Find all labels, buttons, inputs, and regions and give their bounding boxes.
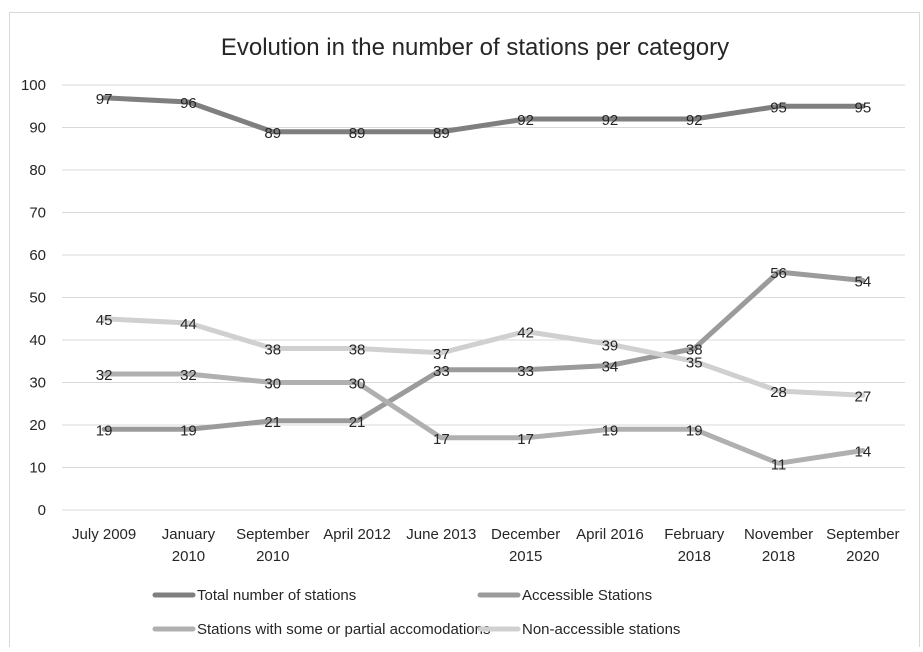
data-label: 97 xyxy=(96,91,113,108)
data-label: 33 xyxy=(433,363,450,380)
data-label: 39 xyxy=(602,337,619,354)
data-label: 21 xyxy=(264,414,281,431)
series-line-2 xyxy=(101,269,866,432)
data-label: 11 xyxy=(771,456,787,473)
series-line-4 xyxy=(101,316,866,398)
data-label: 28 xyxy=(770,384,787,401)
legend-item: Accessible Stations xyxy=(477,587,652,604)
series-lines xyxy=(101,95,866,466)
legend-item: Total number of stations xyxy=(152,587,356,604)
data-label: 33 xyxy=(517,363,534,380)
data-label: 42 xyxy=(517,325,534,342)
y-tick-label: 90 xyxy=(29,120,46,137)
series-line-1 xyxy=(101,95,866,135)
x-tick-label: June 2013 xyxy=(406,526,476,543)
data-label: 38 xyxy=(686,342,703,359)
data-label: 27 xyxy=(855,388,872,405)
chart-border xyxy=(9,12,920,652)
data-label: 96 xyxy=(180,95,197,112)
data-label: 19 xyxy=(96,422,113,439)
x-tick-label: September 2010 xyxy=(236,526,309,565)
legend-label: Non-accessible stations xyxy=(522,621,680,638)
data-label: 54 xyxy=(855,274,872,291)
x-tick-label: April 2016 xyxy=(576,526,644,543)
y-tick-label: 0 xyxy=(38,502,46,519)
y-tick-label: 70 xyxy=(29,205,46,222)
data-label: 44 xyxy=(180,316,197,333)
data-label: 89 xyxy=(349,125,366,142)
data-label: 34 xyxy=(602,359,619,376)
data-label: 95 xyxy=(770,99,787,116)
data-label: 89 xyxy=(264,125,281,142)
x-axis-tick-labels: July 2009 January 2010 September 2010 April 2… xyxy=(72,526,900,565)
y-tick-label: 40 xyxy=(29,332,46,349)
data-label: 35 xyxy=(686,354,703,371)
x-tick-label: December 2015 xyxy=(491,526,560,565)
x-tick-label: January 2010 xyxy=(162,526,216,565)
x-tick-label: April 2012 xyxy=(323,526,391,543)
data-label: 92 xyxy=(602,112,619,129)
y-tick-label: 60 xyxy=(29,247,46,264)
data-label: 32 xyxy=(96,367,113,384)
y-tick-label: 30 xyxy=(29,375,46,392)
data-label: 38 xyxy=(349,342,366,359)
y-tick-label: 20 xyxy=(29,417,46,434)
legend-label: Total number of stations xyxy=(197,587,356,604)
legend-label: Accessible Stations xyxy=(522,587,652,604)
data-label: 95 xyxy=(855,99,872,116)
legend: Total number of stations Accessible Stati… xyxy=(152,587,680,638)
data-label: 89 xyxy=(433,125,450,142)
y-tick-label: 100 xyxy=(21,77,46,94)
gridlines xyxy=(62,84,905,511)
x-tick-label: July 2009 xyxy=(72,526,136,543)
data-label: 19 xyxy=(180,422,197,439)
data-label: 30 xyxy=(349,376,366,393)
data-label: 30 xyxy=(264,376,281,393)
series-line-3 xyxy=(101,371,866,466)
data-label: 37 xyxy=(433,346,450,363)
data-label: 38 xyxy=(264,342,281,359)
x-tick-label: September 2020 xyxy=(826,526,899,565)
data-label: 92 xyxy=(686,112,703,129)
data-label: 45 xyxy=(96,312,113,329)
y-axis-tick-labels: 0 10 20 30 40 50 60 70 80 90 100 xyxy=(21,77,46,519)
data-label: 19 xyxy=(686,422,703,439)
chart-title: Evolution in the number of stations per … xyxy=(221,34,729,61)
data-label: 21 xyxy=(349,414,366,431)
data-label: 32 xyxy=(180,367,197,384)
data-label: 92 xyxy=(517,112,534,129)
legend-label: Stations with some or partial accomodati… xyxy=(197,621,490,638)
data-label: 14 xyxy=(855,444,872,461)
y-tick-label: 50 xyxy=(29,290,46,307)
data-labels: 97 96 89 89 89 92 92 92 95 95 19 19 21 21 33 33 34 38 56 54… xyxy=(96,91,871,474)
y-tick-label: 10 xyxy=(29,460,46,477)
data-label: 17 xyxy=(433,431,450,448)
data-label: 56 xyxy=(770,265,787,282)
y-tick-label: 80 xyxy=(29,162,46,179)
legend-item: Stations with some or partial accomodati… xyxy=(152,621,490,638)
x-tick-label: February 2018 xyxy=(664,526,725,565)
legend-item: Non-accessible stations xyxy=(477,621,680,638)
data-label: 19 xyxy=(602,422,619,439)
data-label: 17 xyxy=(517,431,534,448)
x-tick-label: November 2018 xyxy=(744,526,813,565)
